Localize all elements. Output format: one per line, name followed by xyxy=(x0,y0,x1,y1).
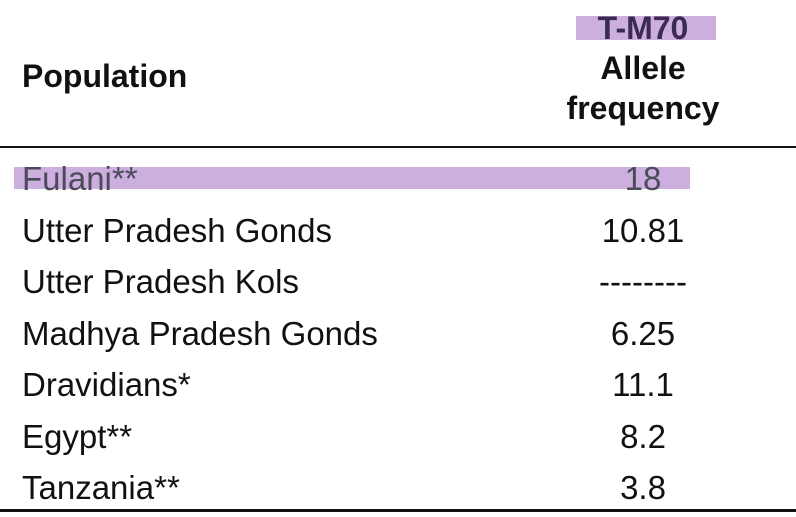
table-row: Utter Pradesh Gonds 10.81 xyxy=(0,208,796,260)
table-row: Fulani** 18 xyxy=(0,156,796,208)
frequency-cell: 8.2 xyxy=(620,417,666,455)
population-cell: Fulani** xyxy=(22,160,138,197)
frequency-column-header: T-M70 Allele frequency xyxy=(542,8,744,128)
frequency-cell: 11.1 xyxy=(612,366,674,403)
freq-label-line1: Allele xyxy=(600,50,686,86)
marker-label: T-M70 xyxy=(597,10,689,46)
population-cell: Utter Pradesh Kols xyxy=(22,263,299,300)
frequency-cell: 10.81 xyxy=(601,211,685,249)
population-cell: Tanzania** xyxy=(22,469,180,506)
population-cell: Utter Pradesh Gonds xyxy=(22,211,332,249)
table-row: Tanzania** 3.8 xyxy=(0,465,796,517)
header-highlight xyxy=(576,16,716,40)
population-cell: Egypt** xyxy=(22,417,133,455)
population-column-header: Population xyxy=(22,58,188,94)
frequency-cell: 18 xyxy=(624,160,662,197)
table-body: Fulani** 18 Utter Pradesh Gonds 10.81 Ut… xyxy=(0,156,796,517)
table-row: Utter Pradesh Kols -------- xyxy=(0,259,796,311)
table-row: Dravidians* 11.1 xyxy=(0,362,796,414)
header-rule xyxy=(0,146,796,148)
bottom-rule xyxy=(0,509,796,512)
population-cell: Madhya Pradesh Gonds xyxy=(22,314,378,352)
table-row: Egypt** 8.2 xyxy=(0,414,796,466)
freq-label-line2: frequency xyxy=(566,90,720,126)
row-highlight xyxy=(14,167,690,189)
population-cell: Dravidians* xyxy=(22,366,191,403)
frequency-cell: 3.8 xyxy=(620,469,666,506)
frequency-cell: -------- xyxy=(599,263,687,300)
frequency-cell: 6.25 xyxy=(610,314,676,352)
table-row: Madhya Pradesh Gonds 6.25 xyxy=(0,311,796,363)
